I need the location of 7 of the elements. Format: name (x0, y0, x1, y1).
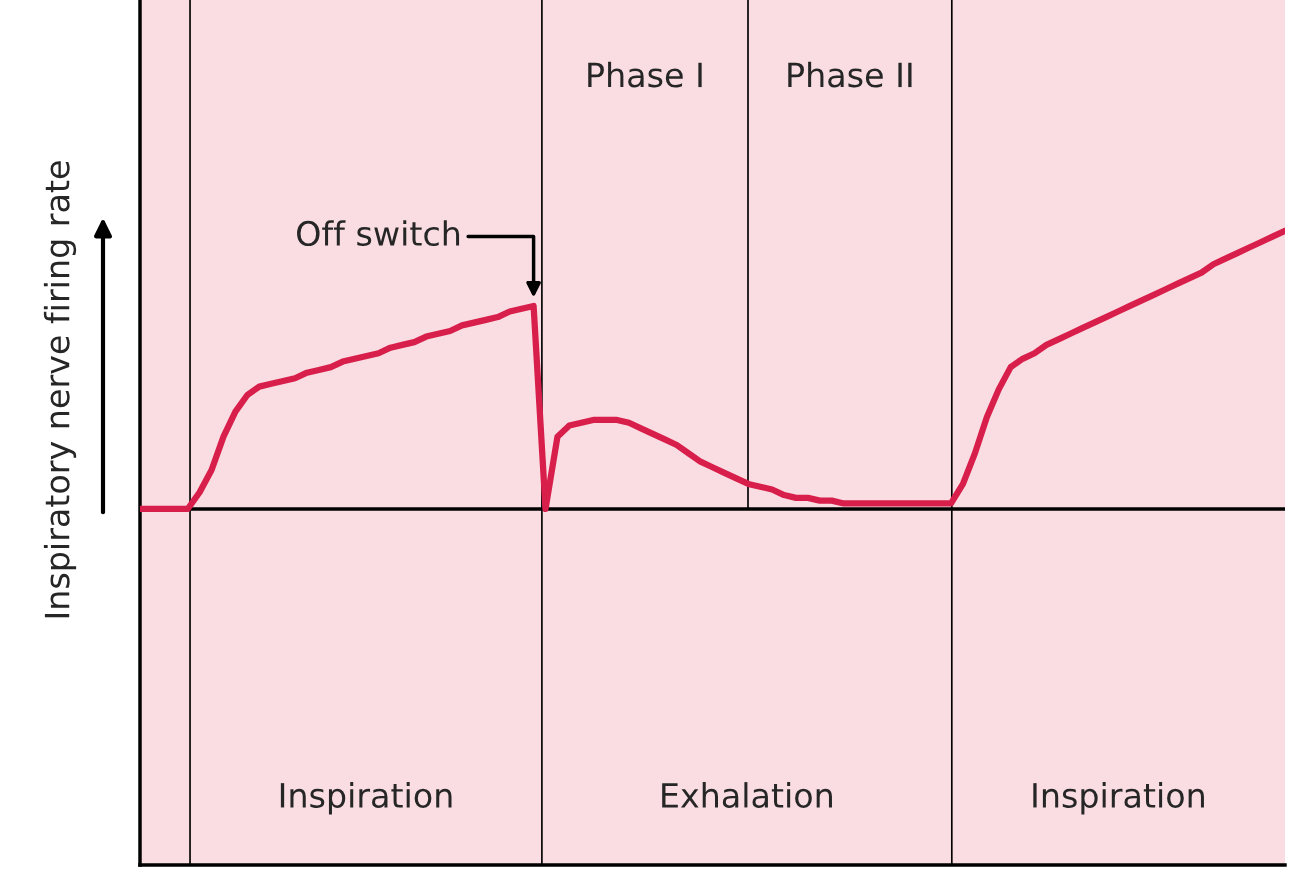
text: Phase I (588, 61, 702, 88)
text: Phase II (788, 61, 912, 88)
text: Exhalation (662, 782, 832, 808)
text: Inspiration (280, 782, 452, 815)
y-axis-title: Inspiratory nerve firing rate (43, 161, 77, 618)
text: Inspiration (1033, 782, 1204, 815)
annotation: Off switch (297, 220, 460, 247)
